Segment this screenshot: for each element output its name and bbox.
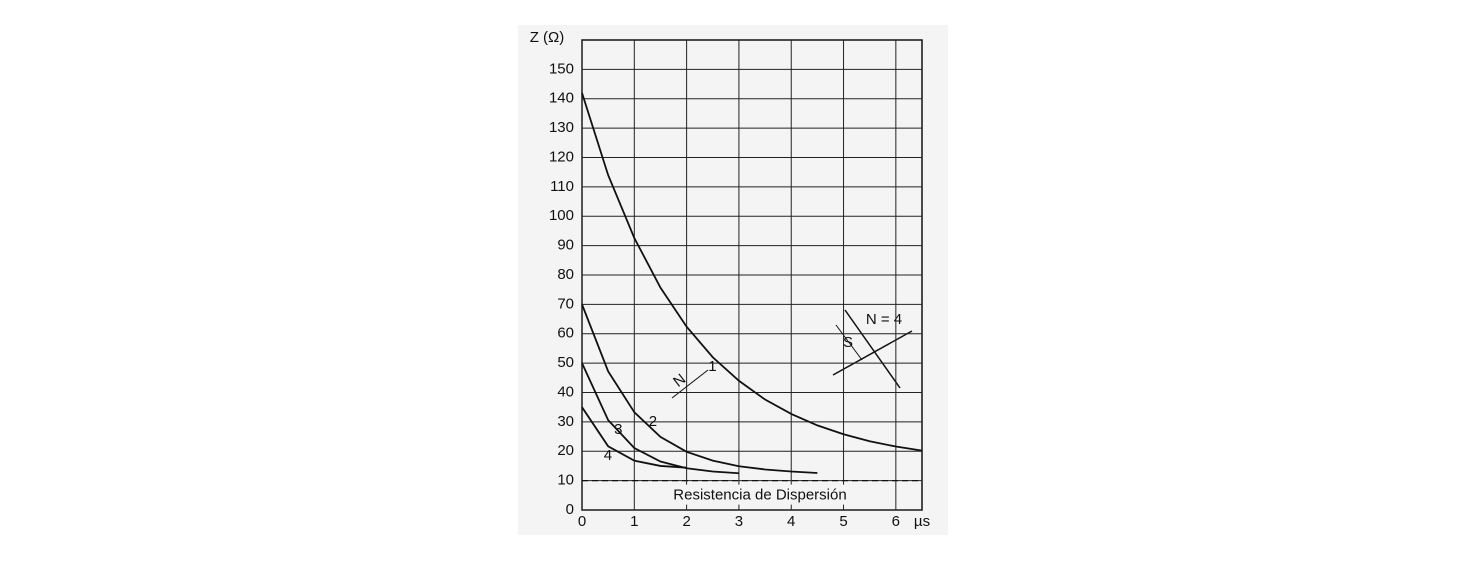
inset-line (844, 309, 901, 389)
y-tick-label: 30 (557, 413, 574, 430)
x-tick-label: 3 (735, 513, 743, 530)
x-tick-label: 6 (892, 513, 900, 530)
y-tick-label: 140 (549, 90, 574, 107)
x-tick-label: 4 (787, 513, 795, 530)
y-axis-label: Z (Ω) (530, 29, 565, 46)
x-tick-label: 0 (578, 513, 586, 530)
curve (581, 362, 739, 475)
y-tick-label: 10 (557, 472, 574, 489)
curve (581, 92, 923, 452)
inset-diagram (671, 309, 913, 399)
y-tick-label: 70 (557, 295, 574, 312)
inset-arrow (835, 324, 863, 361)
scan-background (518, 25, 948, 535)
x-tick-label: 5 (839, 513, 847, 530)
inset-label: S (843, 334, 853, 351)
inset-label: N = 4 (866, 311, 902, 328)
x-axis-label: µs (914, 513, 930, 530)
curve-label: 2 (649, 413, 657, 430)
y-tick-label: 40 (557, 383, 574, 400)
x-tick-label: 2 (682, 513, 690, 530)
y-tick-label: 0 (566, 501, 574, 518)
reference-label: Resistencia de Dispersión (673, 487, 846, 504)
curve-label: 3 (614, 421, 622, 438)
curve-label: 4 (604, 447, 612, 464)
curve (581, 406, 687, 469)
y-tick-label: 120 (549, 148, 574, 165)
y-tick-label: 60 (557, 325, 574, 342)
y-tick-label: 150 (549, 60, 574, 77)
y-tick-label: 100 (549, 207, 574, 224)
curve (581, 304, 818, 474)
y-tick-label: 80 (557, 266, 574, 283)
y-tick-label: 20 (557, 442, 574, 459)
x-tick-label: 1 (630, 513, 638, 530)
inset-line (832, 330, 913, 376)
y-tick-label: 90 (557, 237, 574, 254)
y-tick-label: 50 (557, 354, 574, 371)
y-tick-label: 130 (549, 119, 574, 136)
curve-label: 1 (708, 358, 716, 375)
n-arrow (671, 369, 709, 399)
y-tick-label: 110 (550, 178, 574, 195)
label-backdrop (640, 484, 880, 505)
